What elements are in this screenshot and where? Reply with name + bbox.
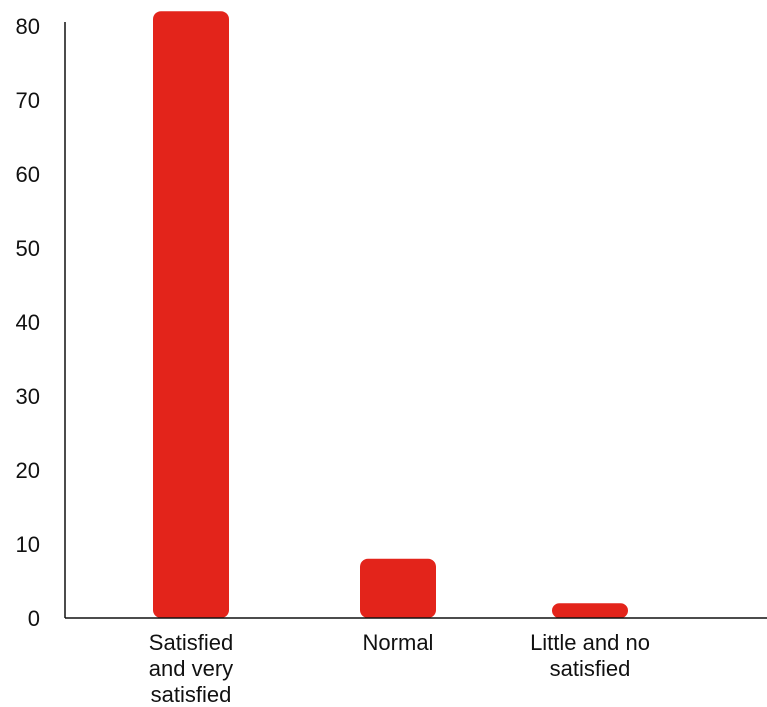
y-tick-label: 40 <box>16 310 40 335</box>
x-category-label-line: Little and no <box>530 630 650 655</box>
x-category-label-line: Normal <box>363 630 434 655</box>
y-tick-label: 20 <box>16 458 40 483</box>
x-category-label-line: satisfied <box>550 656 631 681</box>
bar <box>552 603 628 618</box>
y-tick-label: 10 <box>16 532 40 557</box>
bars-group <box>153 11 628 618</box>
x-category-label: Little and no satisfied <box>530 630 650 681</box>
y-tick-label: 60 <box>16 162 40 187</box>
x-category-label-line: Satisfied <box>149 630 233 655</box>
y-axis-ticks: 0 10 20 30 40 50 60 70 80 <box>16 14 40 631</box>
y-tick-label: 0 <box>28 606 40 631</box>
x-category-label-line: and very <box>149 656 233 681</box>
y-tick-label: 50 <box>16 236 40 261</box>
bar <box>153 11 229 618</box>
y-tick-label: 80 <box>16 14 40 39</box>
bar <box>360 558 436 618</box>
y-tick-label: 70 <box>16 88 40 113</box>
x-category-label: Normal <box>363 630 434 655</box>
x-category-label-line: satisfied <box>151 682 232 707</box>
x-category-label: Satisfied and very satisfied <box>149 630 233 707</box>
y-tick-label: 30 <box>16 384 40 409</box>
